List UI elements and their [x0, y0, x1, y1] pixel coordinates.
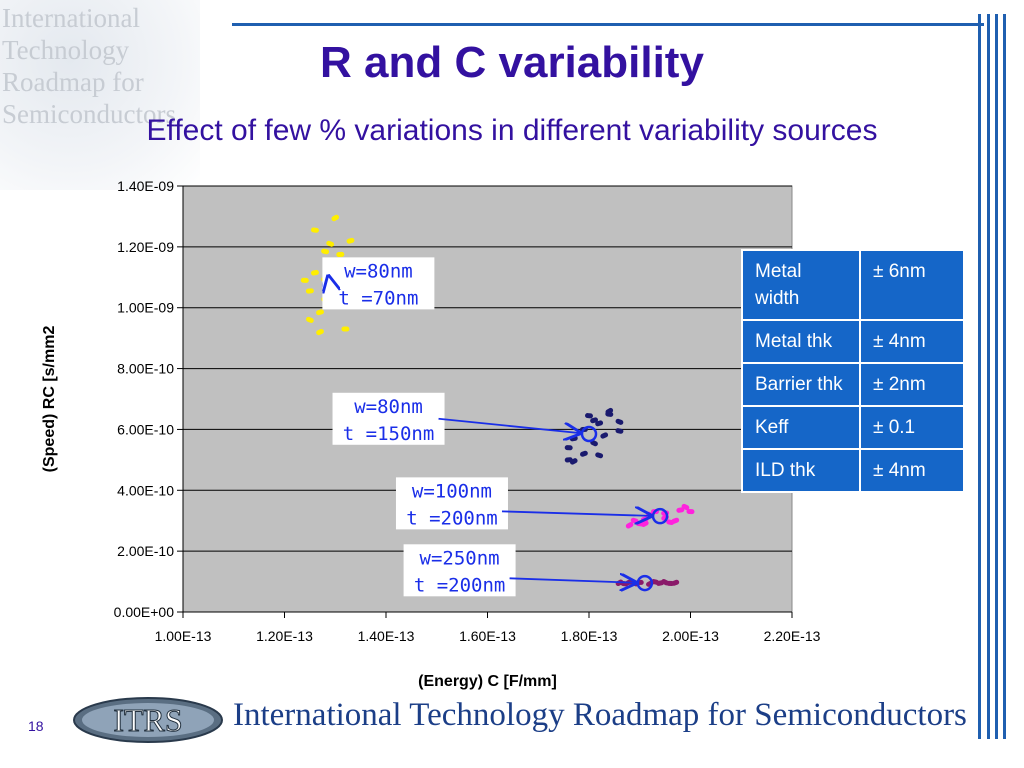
y-tick-label: 0.00E+00 — [114, 604, 175, 620]
data-point — [686, 509, 695, 515]
variability-source: Keff — [741, 405, 861, 450]
data-point — [310, 269, 319, 276]
variability-source: ILD thk — [741, 448, 861, 493]
data-point — [569, 458, 578, 465]
data-point — [305, 316, 314, 323]
annotation-text: t =70nm — [338, 287, 418, 309]
data-point — [316, 309, 324, 316]
x-tick-label: 2.00E-13 — [662, 628, 719, 644]
data-point — [564, 445, 573, 451]
slide-subtitle: Effect of few % variations in different … — [146, 114, 878, 147]
data-point — [305, 288, 314, 294]
data-point — [676, 507, 685, 513]
annotation-arrow — [438, 417, 581, 433]
variability-row: ILD thk ± 4nm — [741, 448, 965, 493]
data-point — [671, 517, 680, 524]
annotation-box — [403, 544, 516, 597]
variability-row: Barrier thk ± 2nm — [741, 362, 965, 407]
variability-table: Metal width ± 6nm Metal thk ± 4nm Barrier th… — [741, 249, 965, 493]
x-tick-label: 1.00E-13 — [155, 628, 212, 644]
x-tick-label: 2.20E-13 — [764, 628, 821, 644]
y-tick-label: 4.00E-10 — [117, 482, 174, 498]
annotation-arrow — [501, 511, 651, 516]
plot-area — [182, 185, 793, 613]
header-rule — [232, 23, 984, 26]
y-tick-label: 2.00E-10 — [117, 543, 174, 559]
corner-logo-line: International — [2, 3, 140, 33]
variability-source: Metal width — [741, 249, 861, 321]
variability-row: Metal width ± 6nm — [741, 249, 965, 321]
itrs-corner-logo: International Technology Roadmap for Sem… — [0, 0, 200, 190]
data-point — [341, 326, 350, 332]
slide-title: R and C variability — [320, 38, 704, 87]
y-tick-label: 1.00E-09 — [117, 300, 174, 316]
data-point — [346, 237, 355, 244]
data-point — [336, 251, 345, 258]
annotation-text: w=80nm — [344, 260, 413, 282]
data-point — [681, 503, 690, 511]
data-point — [590, 417, 599, 424]
data-point — [671, 579, 680, 586]
data-point — [595, 420, 604, 427]
x-axis-label: (Energy) C [F/mm] — [418, 673, 557, 690]
side-rules — [978, 14, 1008, 739]
variability-amount: ± 4nm — [859, 448, 965, 493]
corner-logo-line: Roadmap for — [2, 67, 144, 97]
data-point — [300, 277, 309, 283]
data-point — [600, 432, 609, 439]
annotation-text: w=250nm — [420, 547, 500, 569]
data-point — [615, 428, 624, 434]
x-tick-label: 1.60E-13 — [459, 628, 516, 644]
y-axis-label: (Speed) RC [s/mm2 — [41, 326, 58, 473]
data-point — [331, 214, 340, 222]
itrs-logo-text: ITRS — [113, 702, 182, 738]
data-point — [625, 522, 634, 529]
data-point — [321, 248, 330, 255]
corner-logo-line: Semiconductors — [2, 99, 176, 129]
data-point — [326, 240, 335, 247]
variability-amount: ± 2nm — [859, 362, 965, 407]
x-tick-label: 1.40E-13 — [358, 628, 415, 644]
variability-source: Metal thk — [741, 319, 861, 364]
annotation-text: w=80nm — [354, 396, 423, 418]
data-point — [310, 227, 319, 233]
y-tick-label: 1.40E-09 — [117, 178, 174, 194]
itrs-logo: ITRS — [73, 697, 223, 743]
x-tick-label: 1.20E-13 — [256, 628, 313, 644]
y-tick-label: 6.00E-10 — [117, 421, 174, 437]
annotation-arrow — [509, 578, 636, 582]
variability-amount: ± 0.1 — [859, 405, 965, 450]
y-tick-label: 8.00E-10 — [117, 361, 174, 377]
annotation-text: w=100nm — [412, 480, 492, 502]
y-tick-label: 1.20E-09 — [117, 239, 174, 255]
corner-logo-line: Technology — [2, 35, 130, 65]
slide-number: 18 — [28, 718, 44, 734]
data-point — [595, 452, 604, 459]
data-point — [605, 411, 614, 417]
annotation-text: t =200nm — [414, 574, 506, 596]
annotation-box — [322, 257, 435, 310]
variability-amount: ± 6nm — [859, 249, 965, 321]
variability-amount: ± 4nm — [859, 319, 965, 364]
annotation-box — [332, 392, 445, 445]
data-point — [316, 328, 324, 336]
annotation-text: t =200nm — [406, 507, 498, 529]
data-point — [580, 450, 588, 457]
variability-row: Metal thk ± 4nm — [741, 319, 965, 364]
annotation-text: t =150nm — [343, 423, 435, 445]
footer-title: International Technology Roadmap for Sem… — [233, 697, 967, 733]
variability-row: Keff ± 0.1 — [741, 405, 965, 450]
data-point — [585, 413, 593, 419]
data-point — [615, 418, 624, 425]
annotation-box — [395, 477, 508, 530]
variability-source: Barrier thk — [741, 362, 861, 407]
x-tick-label: 1.80E-13 — [561, 628, 618, 644]
